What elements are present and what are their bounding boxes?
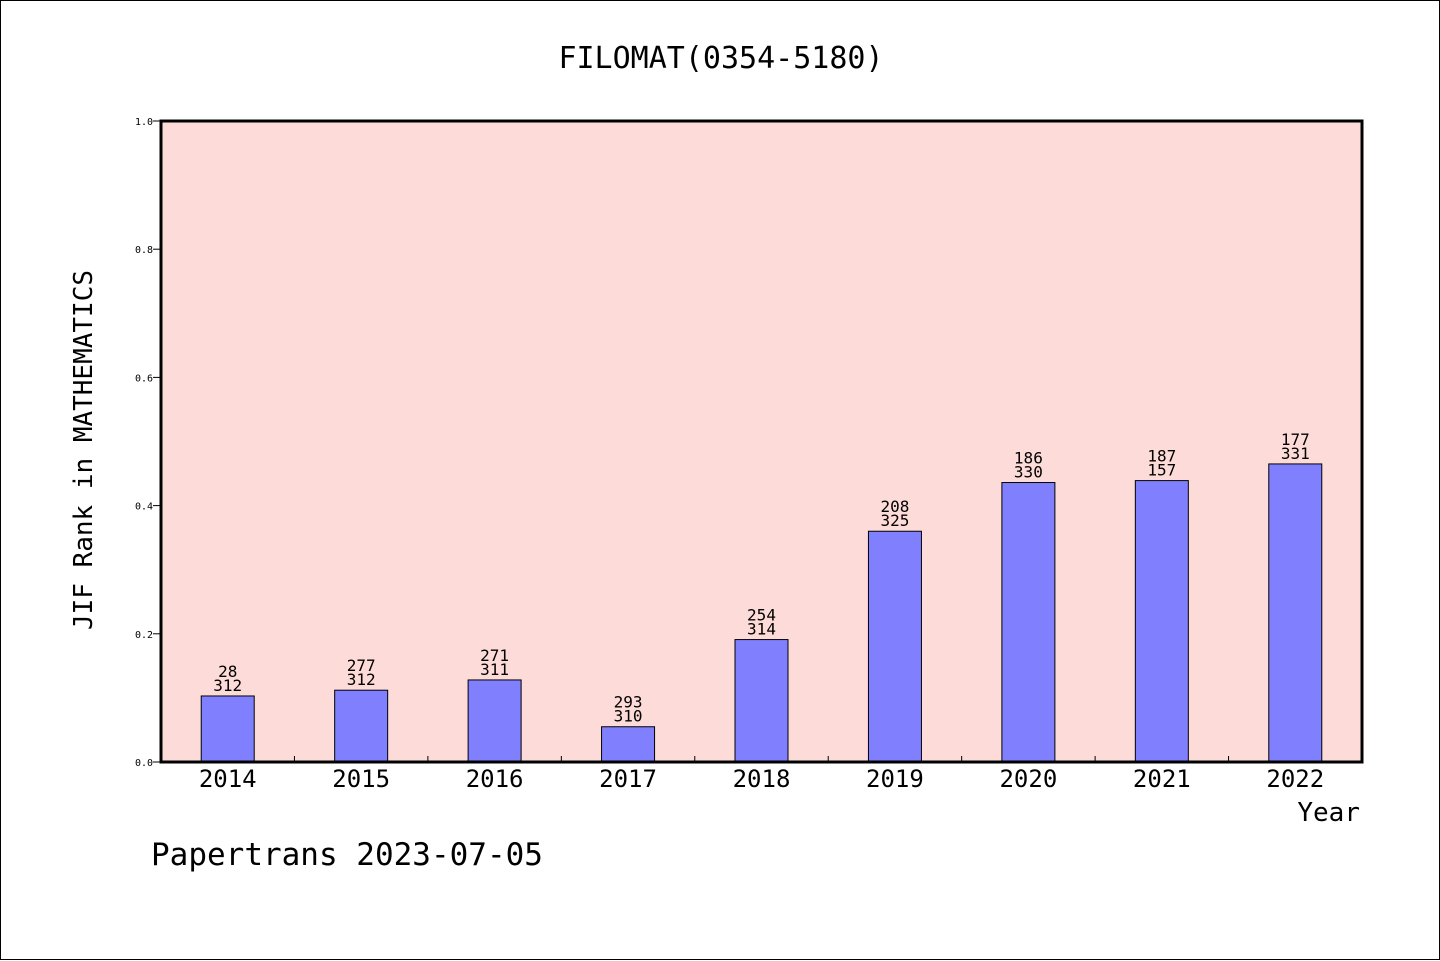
bar-2017 [601,726,656,763]
y-tick-label: 0.0 [135,758,153,769]
x-tick-label: 2016 [466,765,524,793]
x-tick-label: 2019 [866,765,924,793]
bar-2014 [200,695,255,763]
plot-area [159,119,1364,764]
bar-total-label: 312 [213,676,242,695]
y-tick-label: 0.8 [135,245,153,256]
bar-2018 [734,639,789,763]
x-tick-label: 2014 [199,765,257,793]
x-tick-label: 2020 [999,765,1057,793]
bar-total-label: 325 [880,511,909,530]
bar-rank-label: 177 [1281,430,1310,449]
x-tick-label: 2022 [1266,765,1324,793]
x-tick-label: 2017 [599,765,657,793]
bar-2020 [1001,482,1056,763]
bar-total-label: 311 [480,660,509,679]
y-tick-label: 0.2 [135,630,153,641]
y-axis-ticks: 0.0 0.2 0.4 0.6 0.8 1.0 [135,117,161,769]
x-axis-ticks: 2014 2015 2016 2017 2018 2019 2020 2021 2022 [199,756,1324,793]
bar-rank-label: 293 [614,693,643,712]
bar-total-label: 330 [1014,463,1043,482]
bar-rank-label: 186 [1014,449,1043,468]
x-tick-label: 2021 [1133,765,1191,793]
x-axis-label: Year [1297,798,1360,828]
bar-total-label: 331 [1281,444,1310,463]
chart-title: FILOMAT(0354-5180) [558,41,883,76]
bar-2016 [467,679,522,763]
y-tick-label: 0.6 [135,373,153,384]
bar-rank-label: 271 [480,646,509,665]
y-axis-label: JIF Rank in MATHEMATICS [69,270,99,630]
bar-rank-label: 254 [747,606,776,625]
bar-2015 [334,689,389,763]
bar-total-label: 314 [747,620,776,639]
x-tick-label: 2018 [733,765,791,793]
bar-2021 [1134,480,1189,763]
footer-credit: Papertrans 2023-07-05 [151,837,543,873]
x-tick-label: 2015 [332,765,390,793]
bar-total-label: 157 [1147,461,1176,480]
bar-rank-label: 208 [880,497,909,516]
bar-total-label: 310 [614,707,643,726]
bar-labels: 2831227731227131129331025431420832518633… [213,430,1309,726]
bar-total-label: 312 [347,670,376,689]
bar-rank-label: 28 [218,662,237,681]
y-tick-label: 0.4 [135,502,153,513]
bar-rank-label: 187 [1147,447,1176,466]
bar-rank-label: 277 [347,656,376,675]
y-tick-label: 1.0 [135,117,153,128]
bar-2019 [867,530,922,763]
bar-2022 [1268,463,1323,763]
bar-series [200,463,1323,763]
